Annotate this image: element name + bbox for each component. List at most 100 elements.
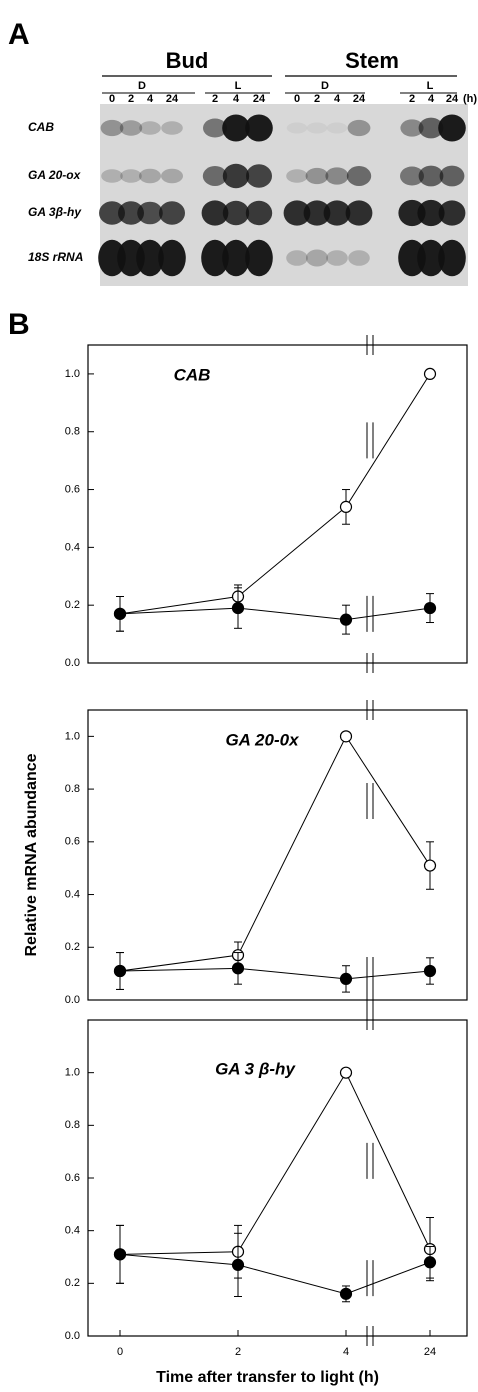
blot-band xyxy=(439,200,466,225)
data-point xyxy=(115,1249,126,1260)
blot-band xyxy=(120,120,142,135)
data-point xyxy=(425,860,436,871)
lane-label: 24 xyxy=(353,93,366,105)
x-tick-label: 0 xyxy=(117,1346,123,1358)
blot-band xyxy=(246,201,272,225)
blot-band xyxy=(306,168,329,184)
blot-band xyxy=(327,123,347,134)
lane-label: 2 xyxy=(314,93,320,105)
data-point xyxy=(425,368,436,379)
y-tick-label: 0.0 xyxy=(65,994,80,1006)
y-tick-label: 1.0 xyxy=(65,1067,80,1079)
data-point xyxy=(341,614,352,625)
y-tick-label: 0.2 xyxy=(65,1277,80,1289)
blot-band xyxy=(161,169,183,184)
blot-band xyxy=(120,169,142,183)
blot-band xyxy=(245,114,273,141)
x-tick-label: 2 xyxy=(235,1346,241,1358)
y-tick-label: 0.6 xyxy=(65,483,80,495)
data-point xyxy=(425,603,436,614)
x-tick-label: 24 xyxy=(424,1346,436,1358)
blot-band xyxy=(286,250,308,266)
data-point xyxy=(233,1259,244,1270)
blot-band xyxy=(139,121,161,135)
data-point xyxy=(115,608,126,619)
gene-label: GA 3β-hy xyxy=(28,205,82,219)
data-point xyxy=(425,966,436,977)
blot-band xyxy=(137,202,163,225)
blot-band xyxy=(101,169,123,183)
panel-label: B xyxy=(8,308,30,341)
blot-band xyxy=(440,166,465,187)
figure: A B BudD02424L2424StemD02424L2424(h)CABG… xyxy=(0,0,478,1392)
lane-label: 4 xyxy=(233,93,240,105)
y-tick-label: 0.4 xyxy=(65,888,80,900)
blot-band xyxy=(245,240,273,277)
lane-label: 0 xyxy=(109,93,115,105)
chart-title: GA 20-0x xyxy=(225,730,300,749)
blot-band xyxy=(139,169,161,184)
y-tick-label: 1.0 xyxy=(65,730,80,742)
condition-label: D xyxy=(138,80,146,92)
blot-band xyxy=(346,200,373,225)
blot-band xyxy=(306,250,328,267)
series-line xyxy=(120,608,430,620)
lane-label: 4 xyxy=(147,93,154,105)
series-line xyxy=(120,968,430,979)
blot-band xyxy=(246,164,272,188)
data-point xyxy=(115,966,126,977)
lane-label: 4 xyxy=(428,93,435,105)
lane-label: 24 xyxy=(446,93,459,105)
x-axis-label: Time after transfer to light (h) xyxy=(156,1369,379,1386)
y-tick-label: 0.4 xyxy=(65,541,80,553)
blot-band xyxy=(348,250,370,266)
blot-band xyxy=(438,240,466,277)
blot-band xyxy=(158,240,186,277)
lane-label: 4 xyxy=(334,93,341,105)
data-point xyxy=(233,963,244,974)
y-tick-label: 0.6 xyxy=(65,836,80,848)
lane-label: 24 xyxy=(166,93,179,105)
condition-label: L xyxy=(235,80,242,92)
series-line xyxy=(120,1254,430,1294)
lane-label: 2 xyxy=(409,93,415,105)
panel-label: A xyxy=(8,18,30,51)
data-point xyxy=(341,1067,352,1078)
series-line xyxy=(120,374,430,614)
y-tick-label: 0.8 xyxy=(65,783,80,795)
y-tick-label: 0.4 xyxy=(65,1225,80,1237)
data-point xyxy=(425,1257,436,1268)
data-point xyxy=(341,731,352,742)
chart-title: CAB xyxy=(174,365,211,384)
y-tick-label: 0.2 xyxy=(65,941,80,953)
blot-band xyxy=(348,120,371,136)
blot-band xyxy=(325,167,348,184)
lane-label: 2 xyxy=(212,93,218,105)
group-label: Stem xyxy=(345,48,399,73)
gene-label: 18S rRNA xyxy=(28,250,83,264)
blot-band xyxy=(159,201,185,225)
blot-band xyxy=(307,123,327,134)
group-label: Bud xyxy=(166,48,209,73)
y-tick-label: 0.2 xyxy=(65,599,80,611)
x-tick-label: 4 xyxy=(343,1346,349,1358)
blot-band xyxy=(326,250,348,266)
y-tick-label: 0.0 xyxy=(65,657,80,669)
data-point xyxy=(341,1288,352,1299)
blot-band xyxy=(223,164,249,188)
series-line xyxy=(120,736,430,971)
y-axis-label: Relative mRNA abundance xyxy=(23,753,40,956)
unit-label: (h) xyxy=(463,93,477,105)
series-line xyxy=(120,1073,430,1255)
plot-frame xyxy=(88,345,467,663)
gene-label: GA 20-ox xyxy=(28,168,82,182)
blot-band xyxy=(287,123,307,134)
data-point xyxy=(341,973,352,984)
y-tick-label: 0.8 xyxy=(65,1119,80,1131)
lane-label: 0 xyxy=(294,93,300,105)
data-point xyxy=(341,501,352,512)
blot-band xyxy=(223,201,249,225)
y-tick-label: 0.0 xyxy=(65,1330,80,1342)
blot-band xyxy=(161,121,183,135)
blot-band xyxy=(347,166,371,186)
